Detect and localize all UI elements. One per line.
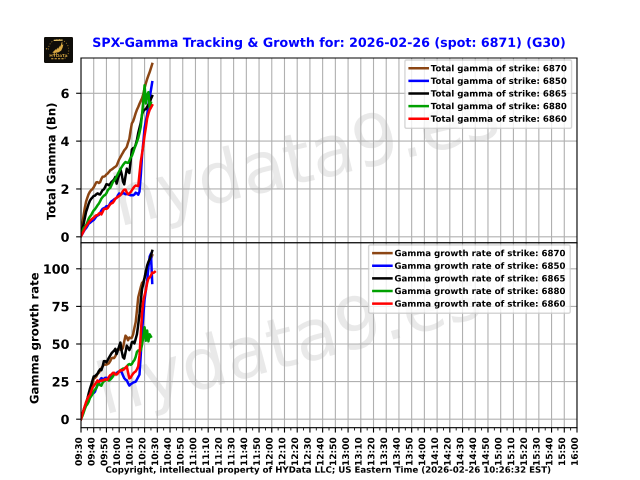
svg-text:HYDaTa: HYDaTa — [49, 53, 67, 58]
